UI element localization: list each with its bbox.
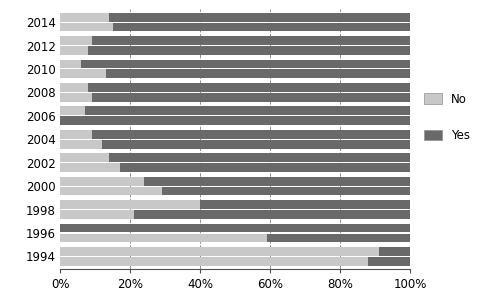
Bar [134, 210, 410, 219]
Bar [60, 46, 88, 55]
Bar [81, 60, 410, 68]
Bar [60, 130, 92, 139]
Bar [106, 69, 410, 78]
Bar [60, 23, 112, 32]
Bar [60, 69, 106, 78]
Bar [109, 13, 410, 21]
Bar [60, 36, 92, 45]
Bar [60, 257, 368, 266]
Bar [112, 23, 410, 32]
Bar [60, 200, 200, 209]
Bar [60, 13, 109, 21]
Bar [60, 153, 109, 162]
Bar [378, 247, 410, 256]
Bar [92, 93, 410, 102]
Bar [120, 163, 410, 172]
Bar [200, 200, 410, 209]
Bar [162, 187, 410, 196]
Bar [144, 177, 410, 185]
Bar [368, 257, 410, 266]
Legend: No, Yes: No, Yes [420, 88, 475, 147]
Bar [60, 224, 410, 233]
Bar [92, 130, 410, 139]
Bar [109, 153, 410, 162]
Bar [60, 116, 410, 125]
Bar [266, 233, 410, 242]
Bar [60, 140, 102, 149]
Bar [60, 93, 92, 102]
Bar [60, 187, 162, 196]
Bar [60, 247, 378, 256]
Bar [60, 106, 84, 115]
Bar [60, 163, 120, 172]
Bar [60, 177, 144, 185]
Bar [60, 83, 88, 92]
Bar [88, 46, 410, 55]
Bar [60, 210, 134, 219]
Bar [84, 106, 410, 115]
Bar [60, 60, 81, 68]
Bar [92, 36, 410, 45]
Bar [102, 140, 410, 149]
Bar [60, 233, 266, 242]
Bar [88, 83, 410, 92]
